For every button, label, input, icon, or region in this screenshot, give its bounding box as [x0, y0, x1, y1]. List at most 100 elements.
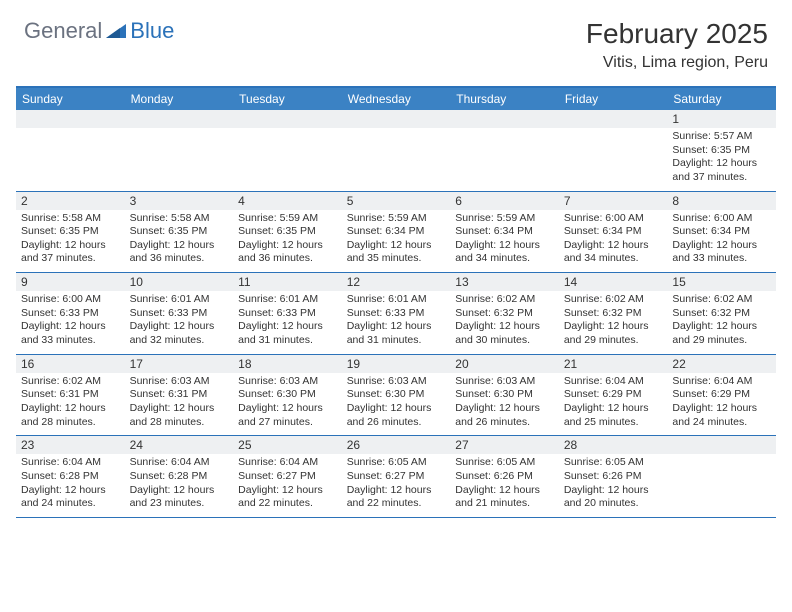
- sunrise-text: Sunrise: 6:02 AM: [672, 293, 771, 307]
- sunset-text: Sunset: 6:33 PM: [130, 307, 229, 321]
- sunset-text: Sunset: 6:34 PM: [564, 225, 663, 239]
- day-number: 23: [16, 436, 125, 454]
- header: General Blue February 2025 Vitis, Lima r…: [0, 0, 792, 80]
- sunset-text: Sunset: 6:33 PM: [347, 307, 446, 321]
- day-number: [16, 110, 125, 128]
- day-number: 3: [125, 192, 234, 210]
- sunset-text: Sunset: 6:34 PM: [455, 225, 554, 239]
- day-number: 26: [342, 436, 451, 454]
- sunrise-text: Sunrise: 6:00 AM: [672, 212, 771, 226]
- sunset-text: Sunset: 6:31 PM: [130, 388, 229, 402]
- day-detail: Sunrise: 6:04 AMSunset: 6:29 PMDaylight:…: [559, 373, 668, 436]
- detail-strip: Sunrise: 5:57 AMSunset: 6:35 PMDaylight:…: [16, 128, 776, 192]
- daylight-text: Daylight: 12 hours and 28 minutes.: [21, 402, 120, 429]
- logo: General Blue: [24, 18, 174, 44]
- sunset-text: Sunset: 6:29 PM: [672, 388, 771, 402]
- sunrise-text: Sunrise: 6:04 AM: [564, 375, 663, 389]
- logo-text-general: General: [24, 18, 102, 44]
- weeks-container: 1Sunrise: 5:57 AMSunset: 6:35 PMDaylight…: [16, 110, 776, 518]
- day-detail: Sunrise: 5:59 AMSunset: 6:34 PMDaylight:…: [342, 210, 451, 273]
- day-number: 15: [667, 273, 776, 291]
- sunset-text: Sunset: 6:35 PM: [21, 225, 120, 239]
- daylight-text: Daylight: 12 hours and 24 minutes.: [672, 402, 771, 429]
- day-detail: Sunrise: 6:01 AMSunset: 6:33 PMDaylight:…: [125, 291, 234, 354]
- sunrise-text: Sunrise: 6:04 AM: [672, 375, 771, 389]
- sunrise-text: Sunrise: 6:05 AM: [564, 456, 663, 470]
- day-detail: Sunrise: 6:01 AMSunset: 6:33 PMDaylight:…: [342, 291, 451, 354]
- sunset-text: Sunset: 6:34 PM: [672, 225, 771, 239]
- detail-strip: Sunrise: 5:58 AMSunset: 6:35 PMDaylight:…: [16, 210, 776, 274]
- weekday-header: Wednesday: [342, 88, 451, 110]
- sunrise-text: Sunrise: 6:02 AM: [21, 375, 120, 389]
- daylight-text: Daylight: 12 hours and 31 minutes.: [347, 320, 446, 347]
- day-detail: [125, 128, 234, 191]
- sunrise-text: Sunrise: 5:58 AM: [21, 212, 120, 226]
- day-detail: Sunrise: 6:04 AMSunset: 6:28 PMDaylight:…: [16, 454, 125, 517]
- sunset-text: Sunset: 6:34 PM: [347, 225, 446, 239]
- day-detail: Sunrise: 6:04 AMSunset: 6:28 PMDaylight:…: [125, 454, 234, 517]
- daynum-strip: 16171819202122: [16, 355, 776, 373]
- sunset-text: Sunset: 6:33 PM: [238, 307, 337, 321]
- daylight-text: Daylight: 12 hours and 26 minutes.: [347, 402, 446, 429]
- sunrise-text: Sunrise: 5:59 AM: [455, 212, 554, 226]
- sunset-text: Sunset: 6:26 PM: [455, 470, 554, 484]
- day-number: 17: [125, 355, 234, 373]
- day-detail: Sunrise: 6:00 AMSunset: 6:33 PMDaylight:…: [16, 291, 125, 354]
- daynum-strip: 2345678: [16, 192, 776, 210]
- day-detail: [450, 128, 559, 191]
- sunset-text: Sunset: 6:29 PM: [564, 388, 663, 402]
- day-number: 10: [125, 273, 234, 291]
- daynum-strip: 232425262728: [16, 436, 776, 454]
- day-detail: Sunrise: 5:59 AMSunset: 6:35 PMDaylight:…: [233, 210, 342, 273]
- day-detail: [559, 128, 668, 191]
- day-number: 8: [667, 192, 776, 210]
- day-number: [559, 110, 668, 128]
- sunrise-text: Sunrise: 6:04 AM: [21, 456, 120, 470]
- daylight-text: Daylight: 12 hours and 37 minutes.: [672, 157, 771, 184]
- location-label: Vitis, Lima region, Peru: [586, 54, 768, 72]
- day-detail: Sunrise: 6:04 AMSunset: 6:27 PMDaylight:…: [233, 454, 342, 517]
- daylight-text: Daylight: 12 hours and 33 minutes.: [672, 239, 771, 266]
- weekday-header: Friday: [559, 88, 668, 110]
- daylight-text: Daylight: 12 hours and 20 minutes.: [564, 484, 663, 511]
- day-detail: Sunrise: 5:57 AMSunset: 6:35 PMDaylight:…: [667, 128, 776, 191]
- sunrise-text: Sunrise: 6:02 AM: [455, 293, 554, 307]
- sunrise-text: Sunrise: 5:59 AM: [347, 212, 446, 226]
- day-detail: Sunrise: 6:05 AMSunset: 6:26 PMDaylight:…: [450, 454, 559, 517]
- sunset-text: Sunset: 6:31 PM: [21, 388, 120, 402]
- day-detail: [16, 128, 125, 191]
- day-number: 6: [450, 192, 559, 210]
- daylight-text: Daylight: 12 hours and 23 minutes.: [130, 484, 229, 511]
- day-number: 25: [233, 436, 342, 454]
- daylight-text: Daylight: 12 hours and 31 minutes.: [238, 320, 337, 347]
- day-number: 20: [450, 355, 559, 373]
- detail-strip: Sunrise: 6:04 AMSunset: 6:28 PMDaylight:…: [16, 454, 776, 518]
- logo-text-blue: Blue: [130, 18, 174, 44]
- day-detail: Sunrise: 5:59 AMSunset: 6:34 PMDaylight:…: [450, 210, 559, 273]
- day-number: 18: [233, 355, 342, 373]
- day-number: 9: [16, 273, 125, 291]
- daynum-strip: 9101112131415: [16, 273, 776, 291]
- sunset-text: Sunset: 6:30 PM: [455, 388, 554, 402]
- day-detail: Sunrise: 6:02 AMSunset: 6:32 PMDaylight:…: [450, 291, 559, 354]
- day-number: 12: [342, 273, 451, 291]
- sunrise-text: Sunrise: 6:04 AM: [130, 456, 229, 470]
- day-detail: [342, 128, 451, 191]
- day-number: [450, 110, 559, 128]
- day-number: 13: [450, 273, 559, 291]
- daylight-text: Daylight: 12 hours and 32 minutes.: [130, 320, 229, 347]
- day-number: 24: [125, 436, 234, 454]
- month-title: February 2025: [586, 18, 768, 50]
- day-detail: Sunrise: 6:04 AMSunset: 6:29 PMDaylight:…: [667, 373, 776, 436]
- daylight-text: Daylight: 12 hours and 29 minutes.: [672, 320, 771, 347]
- sunrise-text: Sunrise: 6:00 AM: [564, 212, 663, 226]
- sunrise-text: Sunrise: 6:01 AM: [347, 293, 446, 307]
- title-block: February 2025 Vitis, Lima region, Peru: [586, 18, 768, 72]
- day-number: 11: [233, 273, 342, 291]
- day-detail: Sunrise: 6:03 AMSunset: 6:30 PMDaylight:…: [342, 373, 451, 436]
- day-detail: Sunrise: 6:03 AMSunset: 6:31 PMDaylight:…: [125, 373, 234, 436]
- day-number: 4: [233, 192, 342, 210]
- daylight-text: Daylight: 12 hours and 34 minutes.: [564, 239, 663, 266]
- sunset-text: Sunset: 6:35 PM: [238, 225, 337, 239]
- sunrise-text: Sunrise: 5:59 AM: [238, 212, 337, 226]
